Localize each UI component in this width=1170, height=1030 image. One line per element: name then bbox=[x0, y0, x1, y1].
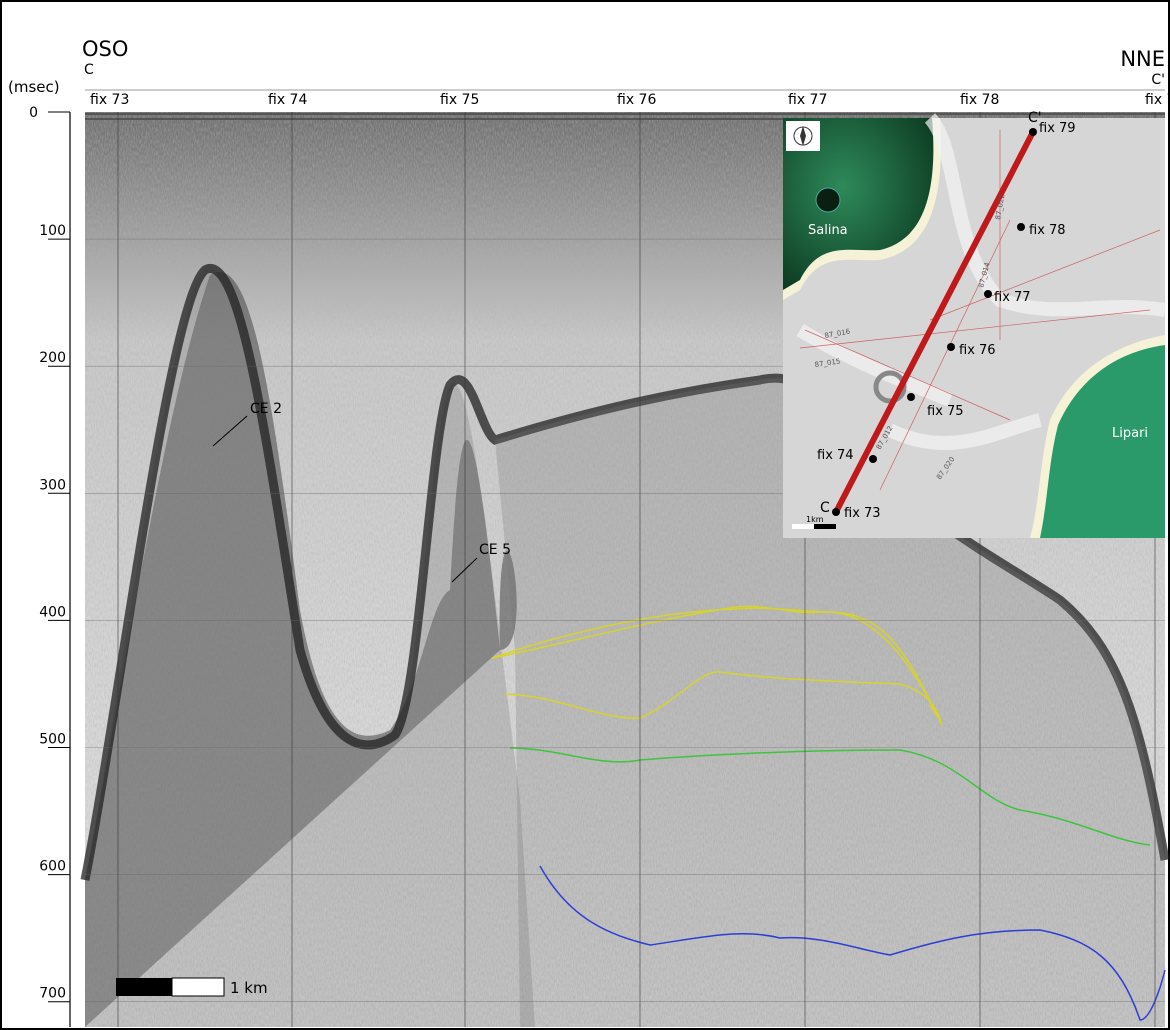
map-fix-label: fix 79 bbox=[1039, 121, 1076, 136]
fix-point bbox=[832, 508, 840, 516]
right-label: C' bbox=[1151, 72, 1165, 88]
map-fix-label: fix 76 bbox=[959, 343, 996, 358]
fix-label: fix 78 bbox=[960, 92, 999, 108]
annotation: CE 5 bbox=[479, 542, 511, 558]
scale-bar-white bbox=[172, 978, 224, 996]
figure: 0100200300400500600700 (msec) OSO C NNE … bbox=[0, 0, 1170, 1030]
fix-point bbox=[947, 343, 955, 351]
inset-map: fix 73 fix 74 fix 75 fix 76 fix 77 fix 78 fix … bbox=[783, 110, 1165, 538]
map-fix-label: fix 74 bbox=[817, 448, 854, 463]
map-fix-label: fix 78 bbox=[1029, 223, 1066, 238]
y-tick-label: 0 bbox=[29, 105, 38, 121]
fix-point bbox=[984, 290, 992, 298]
map-fix-label: fix 75 bbox=[927, 404, 964, 419]
y-tick-label: 300 bbox=[39, 477, 66, 493]
scale-bar-black bbox=[116, 978, 172, 996]
map-scale-black bbox=[814, 524, 836, 529]
fix-point bbox=[907, 393, 915, 401]
map-fix-label: fix 77 bbox=[994, 290, 1031, 305]
y-tick-label: 100 bbox=[39, 223, 66, 239]
fix-point bbox=[869, 455, 877, 463]
fix-point bbox=[1029, 128, 1037, 136]
axis-unit: (msec) bbox=[8, 78, 60, 96]
fix-label: fix 76 bbox=[617, 92, 656, 108]
fix-point bbox=[1017, 223, 1025, 231]
endpoint-label: C' bbox=[1028, 110, 1042, 126]
place-label: Lipari bbox=[1112, 426, 1148, 441]
endpoint-label: C bbox=[820, 500, 830, 516]
crater bbox=[816, 188, 840, 212]
fix-label: fix 79 bbox=[1145, 92, 1170, 108]
y-tick-label: 200 bbox=[39, 350, 66, 366]
fix-label: fix 75 bbox=[440, 92, 479, 108]
y-tick-label: 600 bbox=[39, 859, 66, 875]
place-label: Salina bbox=[808, 223, 848, 238]
map-scale-label: 1km bbox=[806, 515, 824, 524]
map-fix-label: fix 73 bbox=[844, 506, 881, 521]
y-tick-label: 500 bbox=[39, 732, 66, 748]
fix-label: fix 73 bbox=[90, 92, 129, 108]
right-title: NNE bbox=[1120, 47, 1165, 71]
y-tick-label: 400 bbox=[39, 604, 66, 620]
map-scale-white bbox=[792, 524, 814, 529]
scale-bar-label: 1 km bbox=[230, 979, 268, 997]
left-title: OSO bbox=[82, 37, 128, 61]
fix-label: fix 74 bbox=[268, 92, 307, 108]
fix-label: fix 77 bbox=[788, 92, 827, 108]
annotation: CE 2 bbox=[250, 401, 282, 417]
y-tick-label: 700 bbox=[39, 986, 66, 1002]
left-label: C bbox=[84, 62, 94, 78]
seismic-figure: 0100200300400500600700 (msec) OSO C NNE … bbox=[0, 0, 1170, 1030]
